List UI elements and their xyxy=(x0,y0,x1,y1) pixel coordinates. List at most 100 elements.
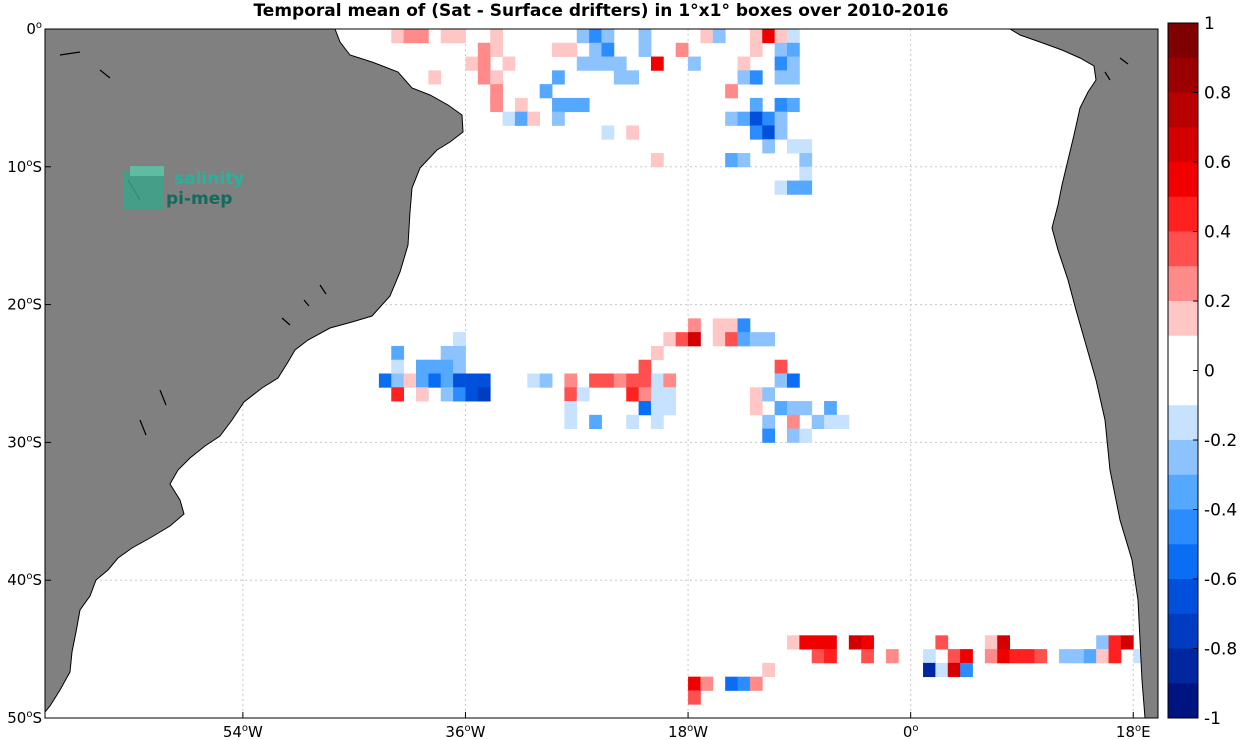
data-cell xyxy=(725,332,738,347)
plot-area: salinity pi-mep xyxy=(45,29,1158,718)
data-cell xyxy=(527,373,541,388)
data-cell xyxy=(774,359,788,374)
data-cell xyxy=(725,84,738,99)
data-cell xyxy=(787,635,800,650)
data-cell xyxy=(638,42,652,57)
data-cell xyxy=(960,649,973,664)
data-cell xyxy=(626,70,639,85)
data-cell xyxy=(601,29,615,44)
data-cell xyxy=(564,42,578,57)
data-cell xyxy=(799,428,813,443)
data-cell xyxy=(700,29,714,44)
colorbar-tick-label: 0 xyxy=(1204,362,1215,382)
colorbar-segment xyxy=(1168,474,1198,510)
data-cell xyxy=(787,56,800,71)
colorbar-labels: 1 0.8 0.6 0.4 0.2 0 -0.2 -0.4 -0.6 -0.8 -1 xyxy=(1193,14,1237,729)
data-cell xyxy=(650,56,664,71)
data-cell xyxy=(477,387,491,402)
data-cell xyxy=(811,649,825,664)
data-cell xyxy=(465,387,479,402)
data-cell xyxy=(885,649,899,664)
data-cell xyxy=(453,332,466,347)
colorbar-segment xyxy=(1168,509,1198,545)
data-cell xyxy=(1108,649,1122,664)
data-cell xyxy=(601,125,615,140)
data-cell xyxy=(762,332,776,347)
data-cell xyxy=(1083,649,1097,664)
data-cell xyxy=(861,635,874,650)
data-cell xyxy=(787,373,800,388)
data-cell xyxy=(490,70,503,85)
data-cell xyxy=(688,332,701,347)
data-cell xyxy=(997,635,1010,650)
data-cell xyxy=(935,662,949,678)
data-cell xyxy=(824,414,837,430)
data-cell xyxy=(403,29,417,44)
data-cell xyxy=(824,635,837,650)
data-cell xyxy=(453,345,466,361)
data-cell xyxy=(725,676,738,691)
colorbar-tick-label: 1 xyxy=(1204,14,1215,34)
data-cell xyxy=(762,29,776,44)
colorbar-segment xyxy=(1168,335,1198,371)
data-cell xyxy=(416,359,429,374)
data-cell xyxy=(589,373,602,388)
data-cell xyxy=(589,42,602,57)
data-cell xyxy=(416,387,429,402)
colorbar-segment xyxy=(1168,301,1198,337)
lon-tick-label: 36oW xyxy=(445,723,485,740)
data-cell xyxy=(502,56,516,71)
colorbar-segment xyxy=(1168,127,1198,163)
colorbar-segment xyxy=(1168,613,1198,649)
lat-tick-label: 50oS xyxy=(7,709,42,727)
data-cell xyxy=(552,42,565,57)
data-cell xyxy=(638,387,652,402)
data-cell xyxy=(564,414,578,430)
data-cell xyxy=(811,635,825,650)
data-cell xyxy=(391,345,405,361)
data-cell xyxy=(774,401,788,416)
data-cell xyxy=(663,332,677,347)
colorbar-tick-label: -0.4 xyxy=(1204,501,1237,521)
data-cell xyxy=(490,29,503,44)
data-cell xyxy=(589,414,602,430)
data-cell xyxy=(527,111,541,126)
colorbar-segment xyxy=(1168,92,1198,128)
data-cell xyxy=(774,125,788,140)
data-cell xyxy=(774,97,788,113)
data-cell xyxy=(514,111,528,126)
data-cell xyxy=(552,97,565,113)
data-cell xyxy=(799,635,813,650)
data-cell xyxy=(428,373,442,388)
lat-tick-label: 30oS xyxy=(7,433,42,451)
data-cell xyxy=(774,70,788,85)
data-cell xyxy=(749,111,763,126)
data-cell xyxy=(391,387,405,402)
data-cell xyxy=(650,401,664,416)
data-cell xyxy=(589,56,602,71)
data-cell xyxy=(1120,635,1134,650)
data-cell xyxy=(762,125,776,140)
data-cell xyxy=(749,387,763,402)
data-cell xyxy=(923,649,936,664)
lat-tick-label: 40oS xyxy=(7,571,42,589)
data-cell xyxy=(403,373,417,388)
data-cell xyxy=(465,373,479,388)
data-cell xyxy=(576,29,590,44)
data-cell xyxy=(663,401,677,416)
data-cell xyxy=(824,401,837,416)
data-cell xyxy=(749,70,763,85)
data-cell xyxy=(787,414,800,430)
colorbar-segment xyxy=(1168,440,1198,476)
data-cell xyxy=(440,345,454,361)
data-cell xyxy=(799,153,813,168)
data-cell xyxy=(737,153,751,168)
data-cell xyxy=(947,662,961,678)
data-cell xyxy=(638,29,652,44)
data-cell xyxy=(416,373,429,388)
data-cell xyxy=(688,56,701,71)
data-cell xyxy=(539,373,553,388)
data-cell xyxy=(787,70,800,85)
data-cell xyxy=(774,180,788,195)
